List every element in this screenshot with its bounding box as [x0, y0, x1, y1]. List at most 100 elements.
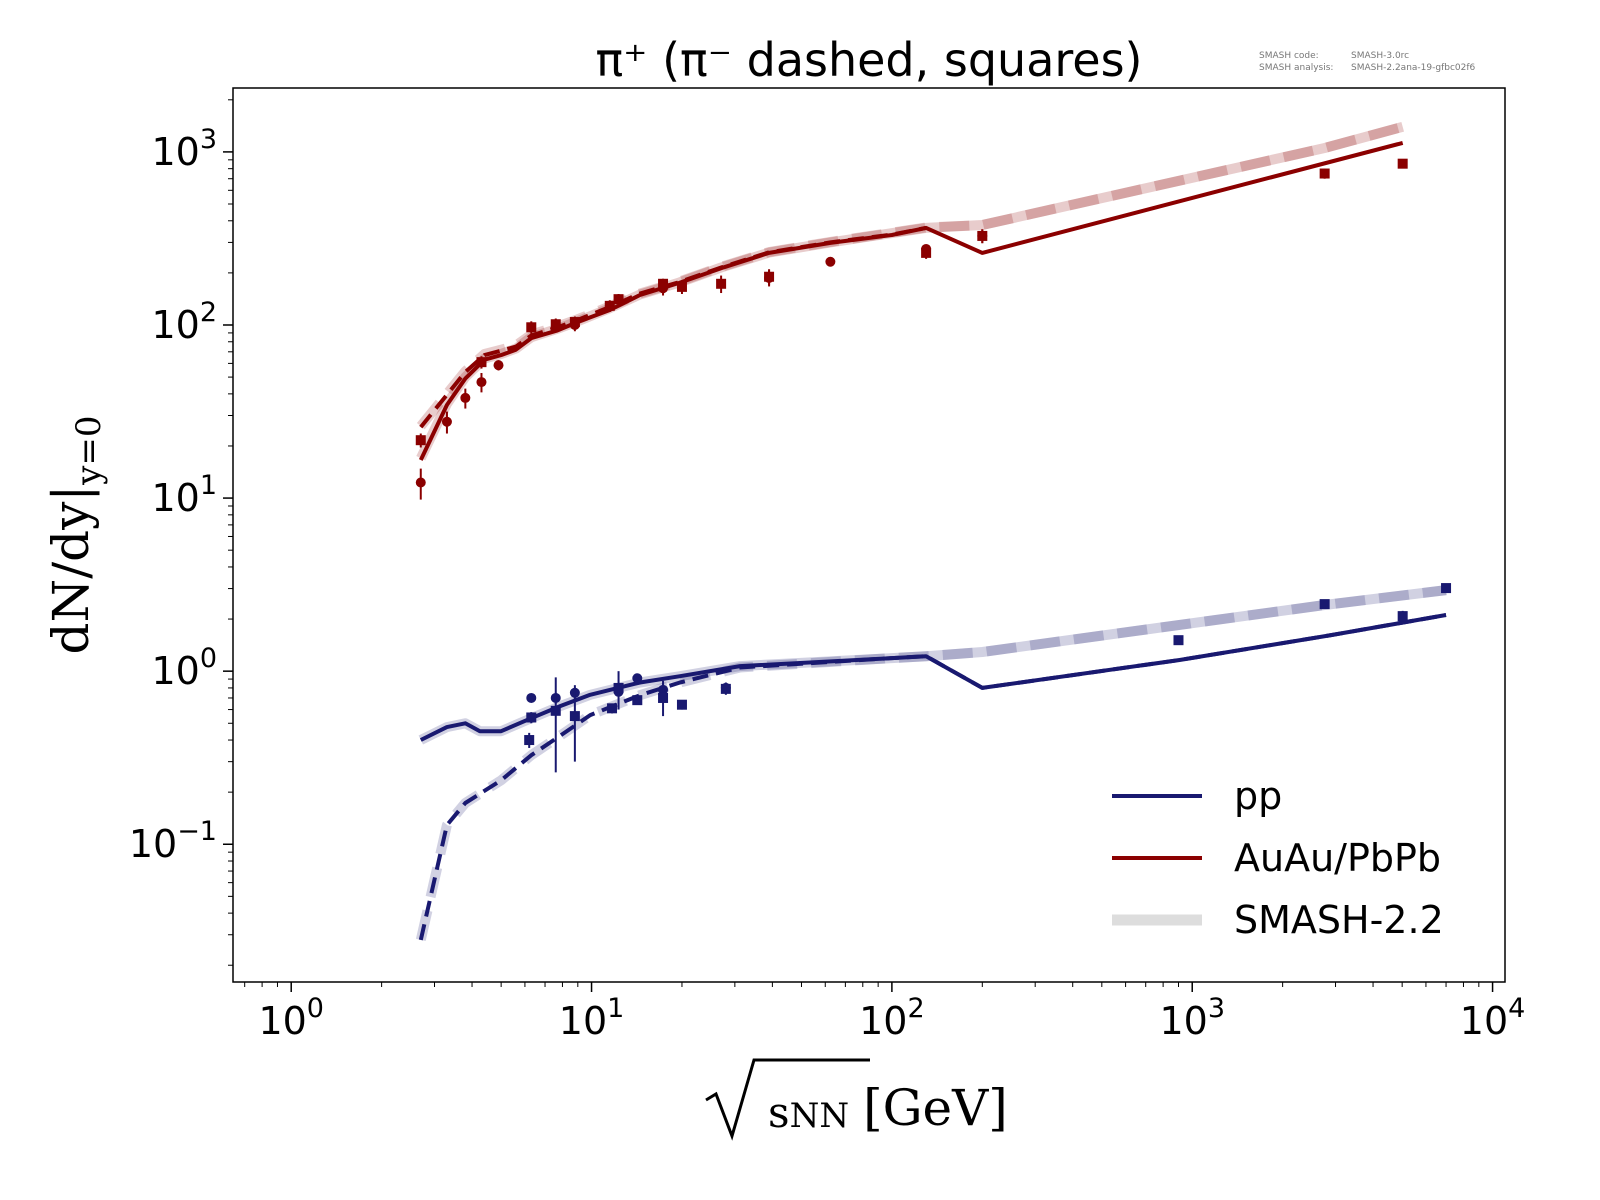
- marker-circle: [476, 377, 487, 388]
- marker-circle: [632, 673, 643, 684]
- data-point-auau-square: [415, 433, 426, 448]
- marker-square: [716, 278, 727, 289]
- line-auau-piminus-smash30: [419, 225, 927, 429]
- marker-square: [1397, 611, 1408, 622]
- data-point-auau-circle: [415, 468, 426, 500]
- data-point-pp-square: [1319, 599, 1330, 610]
- marker-square: [676, 281, 687, 292]
- data-point-pp-circle: [526, 692, 537, 703]
- marker-square: [1173, 635, 1184, 646]
- marker-square: [604, 300, 615, 311]
- plot-area: [415, 121, 1452, 942]
- data-point-pp-square: [613, 671, 624, 710]
- ylabel-main: dN/dy|: [42, 485, 100, 655]
- x-tick-label: 101: [559, 993, 625, 1043]
- data-point-auau-square: [1319, 168, 1330, 179]
- data-point-auau-square: [1397, 158, 1408, 169]
- smash-version-annotation: SMASH code: SMASH-3.0rc SMASH analysis: …: [1259, 51, 1476, 73]
- marker-circle: [460, 392, 471, 403]
- y-tick-label: 100: [151, 643, 217, 693]
- marker-circle: [441, 416, 452, 427]
- data-point-pp-square: [1173, 635, 1184, 646]
- marker-square: [1441, 583, 1452, 594]
- data-point-pp-square: [524, 732, 535, 748]
- data-point-auau-square: [569, 316, 580, 329]
- data-point-auau-square: [921, 247, 932, 259]
- marker-square: [720, 683, 731, 694]
- x-tick-label: 103: [1159, 993, 1225, 1043]
- y-axis-label: dN/dy|y=0: [42, 415, 109, 654]
- marker-square: [1397, 158, 1408, 169]
- chart-title: π⁺ (π⁻ dashed, squares): [595, 33, 1142, 87]
- marker-square: [676, 699, 687, 710]
- data-point-pp-square: [658, 683, 669, 717]
- data-point-pp-circle: [632, 673, 643, 684]
- data-point-auau-circle: [493, 360, 504, 371]
- marker-square: [526, 712, 537, 723]
- data-point-auau-square: [716, 275, 727, 294]
- data-point-auau-square: [613, 294, 624, 305]
- ylabel-sub: y=0: [69, 415, 109, 485]
- marker-square: [569, 317, 580, 328]
- data-point-auau-circle: [476, 372, 487, 393]
- marker-square: [550, 319, 561, 330]
- y-tick-label: 102: [151, 297, 217, 347]
- data-point-pp-square: [607, 703, 618, 714]
- svg-text:dN/dy|y=0: dN/dy|y=0: [42, 415, 109, 654]
- legend-label-auau: AuAu/PbPb: [1234, 836, 1441, 880]
- marker-square: [613, 294, 624, 305]
- marker-square: [921, 247, 932, 258]
- marker-square: [415, 435, 426, 446]
- marker-square: [476, 357, 487, 368]
- marker-square: [613, 682, 624, 693]
- analysis-value: SMASH-2.2ana-19-gfbc02f6: [1351, 63, 1476, 73]
- xlabel-nn: NN: [790, 1096, 850, 1136]
- data-point-auau-square: [476, 356, 487, 369]
- code-label: SMASH code:: [1259, 51, 1319, 61]
- data-point-auau-square: [604, 300, 615, 312]
- data-point-auau-square: [550, 318, 561, 331]
- legend: pp AuAu/PbPb SMASH-2.2: [1112, 774, 1444, 942]
- sqrt-sign-icon: [705, 1058, 870, 1141]
- legend-label-smash22: SMASH-2.2: [1234, 898, 1444, 942]
- data-point-auau-square: [676, 280, 687, 295]
- marker-square: [607, 703, 618, 714]
- xlabel-unit: [GeV]: [863, 1079, 1008, 1137]
- y-tick-label: 103: [151, 124, 217, 174]
- marker-circle: [415, 477, 426, 488]
- marker-square: [632, 695, 643, 706]
- analysis-label: SMASH analysis:: [1259, 63, 1333, 73]
- marker-circle: [493, 360, 504, 371]
- data-point-auau-circle: [441, 411, 452, 434]
- data-point-pp-square: [1441, 583, 1452, 594]
- data-point-pp-square: [632, 695, 643, 706]
- svg-text:sNN[GeV]: sNN [GeV]: [768, 1079, 1008, 1137]
- marker-square: [569, 711, 580, 722]
- data-point-pp-square: [526, 712, 537, 724]
- marker-square: [1319, 599, 1330, 610]
- data-point-auau-square: [526, 321, 537, 334]
- legend-label-pp: pp: [1234, 774, 1282, 818]
- x-tick-label: 104: [1460, 993, 1526, 1043]
- marker-square: [658, 692, 669, 703]
- y-tick-label: 10−1: [129, 816, 217, 866]
- marker-square: [764, 271, 775, 282]
- axes-frame: [232, 87, 1506, 983]
- marker-circle: [526, 692, 537, 703]
- xlabel-s: s: [768, 1088, 790, 1137]
- data-point-pp-square: [569, 687, 580, 762]
- line-auau-piminus-smash22: [416, 121, 1405, 430]
- line-pp-piminus-smash30: [418, 613, 1447, 941]
- data-point-auau-square: [977, 229, 988, 244]
- data-point-auau-square: [764, 269, 775, 286]
- data-point-pp-square: [550, 677, 561, 773]
- data-point-auau-circle: [460, 388, 471, 409]
- marker-square: [524, 735, 535, 746]
- marker-square: [1319, 168, 1330, 179]
- marker-square: [526, 322, 537, 333]
- marker-circle: [825, 256, 836, 267]
- code-value: SMASH-3.0rc: [1351, 51, 1409, 61]
- line-auau-piplus-smash22: [416, 121, 1405, 461]
- data-point-pp-square: [720, 683, 731, 695]
